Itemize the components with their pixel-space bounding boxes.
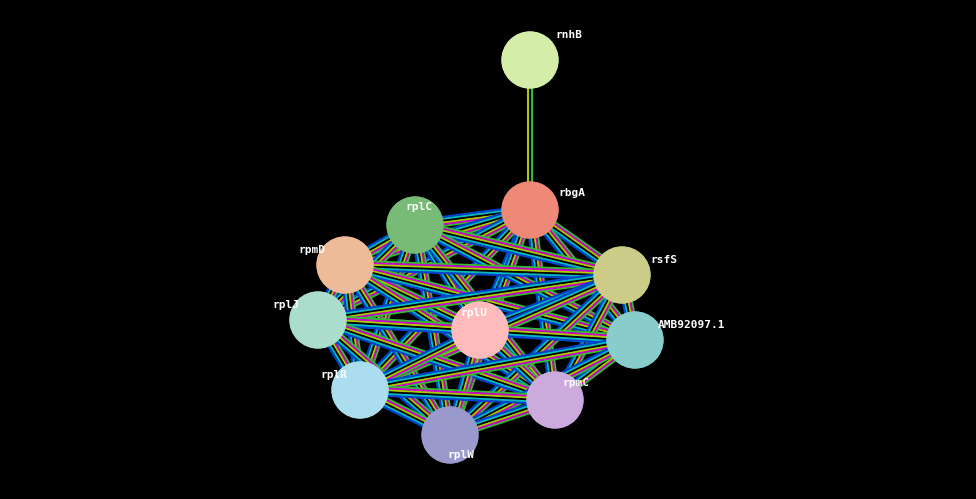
Circle shape (452, 302, 508, 358)
Circle shape (422, 407, 478, 463)
Text: AMB92097.1: AMB92097.1 (658, 320, 725, 330)
Text: rplW: rplW (447, 450, 474, 460)
Circle shape (290, 292, 346, 348)
Text: rnhB: rnhB (555, 30, 582, 40)
Circle shape (502, 182, 558, 238)
Text: rplJ: rplJ (272, 300, 299, 310)
Circle shape (502, 32, 558, 88)
Circle shape (607, 312, 663, 368)
Circle shape (317, 237, 373, 293)
Text: rbgA: rbgA (558, 188, 585, 198)
Circle shape (332, 362, 388, 418)
Text: rplC: rplC (405, 202, 432, 212)
Circle shape (527, 372, 583, 428)
Text: rpmD: rpmD (298, 245, 325, 255)
Circle shape (387, 197, 443, 253)
Text: rpmC: rpmC (562, 378, 589, 388)
Text: rplU: rplU (460, 308, 487, 318)
Text: rsfS: rsfS (650, 255, 677, 265)
Text: rplR: rplR (320, 370, 347, 380)
Circle shape (594, 247, 650, 303)
